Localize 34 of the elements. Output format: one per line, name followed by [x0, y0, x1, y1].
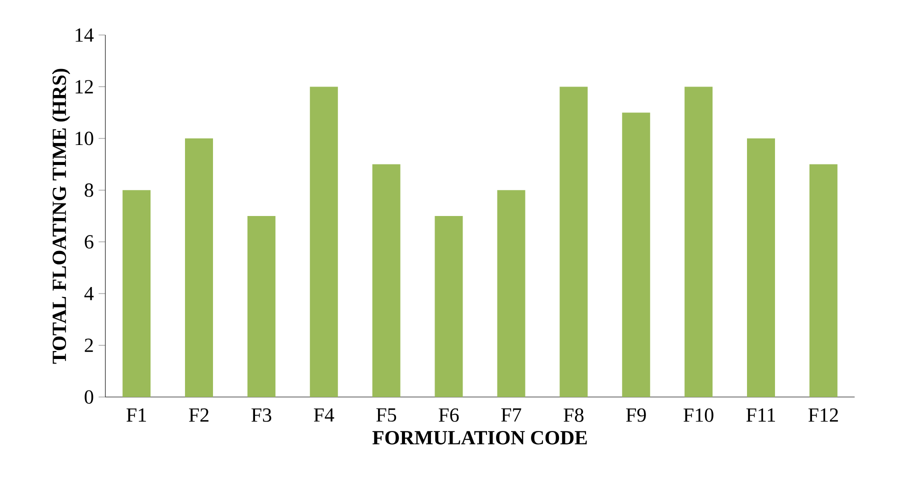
x-tick-label: F9: [626, 408, 646, 422]
bar: [434, 216, 463, 397]
y-axis-title: TOTAL FLOATING TIME (HRS): [52, 68, 70, 364]
x-tick-label: F2: [189, 408, 208, 422]
bar: [247, 216, 276, 397]
y-tick-label: 4: [84, 287, 94, 300]
bar: [560, 86, 588, 397]
x-tick-label: F5: [376, 408, 396, 422]
x-tick-label: F4: [314, 408, 334, 422]
bar: [185, 138, 213, 397]
y-tick-label: 12: [76, 80, 93, 94]
bar: [622, 112, 650, 397]
bar: [310, 86, 338, 397]
bar: [372, 164, 400, 397]
x-tick-label: F10: [684, 408, 714, 422]
bar: [684, 86, 713, 397]
x-tick-label: F7: [501, 408, 522, 422]
bar: [747, 138, 776, 397]
x-tick-label: F11: [746, 408, 775, 422]
y-tick-label: 0: [84, 390, 94, 404]
x-tick-label: F1: [126, 408, 146, 422]
y-tick-label: 2: [84, 338, 93, 352]
y-tick-label: 10: [76, 132, 94, 146]
x-tick-label: F12: [808, 408, 838, 422]
x-tick-label: F6: [438, 408, 459, 422]
x-axis-title: FORMULATION CODE: [372, 431, 587, 444]
x-tick-label: F3: [251, 408, 272, 422]
y-tick-label: 6: [84, 235, 94, 249]
y-tick-label: 8: [84, 183, 94, 197]
y-tick-label: 14: [76, 28, 94, 42]
bar: [497, 190, 526, 397]
x-tick-label: F8: [564, 408, 584, 422]
bar: [122, 190, 151, 397]
bar: [809, 164, 838, 397]
